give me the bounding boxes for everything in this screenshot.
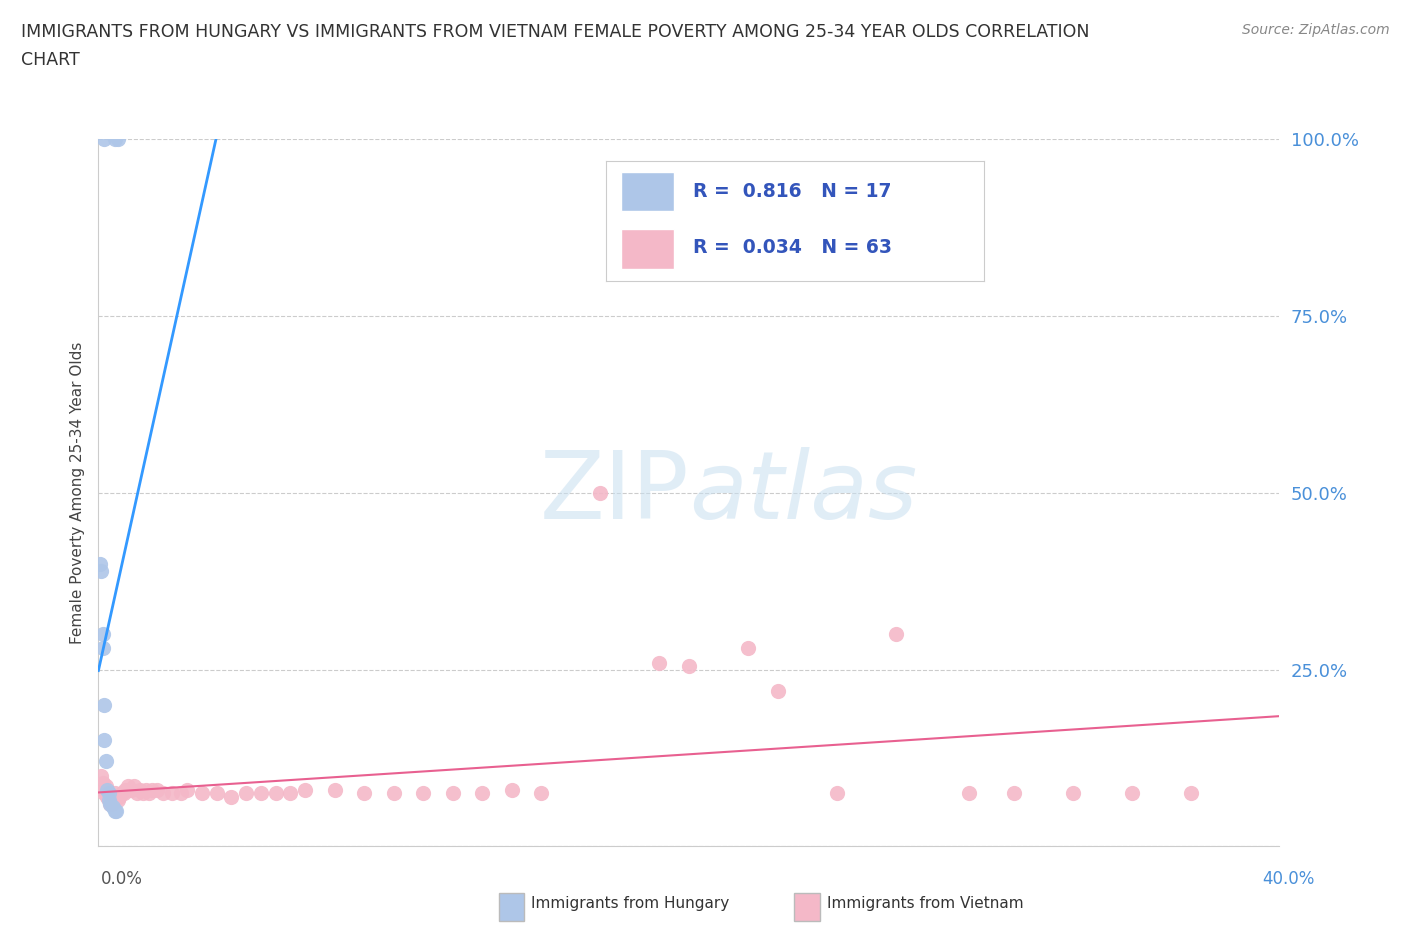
Point (93, 733, 115, 748)
Point (323, 782, 346, 797)
Point (97, 786, 120, 801)
Point (112, 786, 135, 801)
Text: 0.0%: 0.0% (101, 870, 143, 888)
Point (96, 790, 118, 804)
Point (91, 776, 114, 790)
Point (90, 768, 112, 783)
Point (93, 698, 115, 712)
Text: IMMIGRANTS FROM HUNGARY VS IMMIGRANTS FROM VIETNAM FEMALE POVERTY AMONG 25-34 YE: IMMIGRANTS FROM HUNGARY VS IMMIGRANTS FR… (21, 23, 1090, 41)
Text: ZIP: ZIP (540, 447, 689, 538)
Text: atlas: atlas (689, 447, 917, 538)
Point (678, 658, 700, 673)
Point (122, 778, 145, 793)
Point (90, 564, 112, 578)
Point (103, 800, 125, 815)
Point (105, 790, 128, 804)
Point (530, 786, 553, 801)
Point (471, 786, 494, 801)
Point (91, 627, 114, 642)
Point (97, 793, 120, 808)
Point (264, 786, 287, 801)
Point (100, 796, 122, 811)
Point (176, 782, 198, 797)
Point (152, 786, 174, 801)
Point (104, 804, 127, 818)
Text: Source: ZipAtlas.com: Source: ZipAtlas.com (1241, 23, 1389, 37)
Point (93, 132, 115, 147)
Point (235, 786, 257, 801)
Point (89, 556, 111, 571)
Point (1062, 786, 1084, 801)
Text: 40.0%: 40.0% (1263, 870, 1315, 888)
Point (93, 786, 115, 801)
Point (105, 804, 128, 818)
Point (1002, 786, 1025, 801)
Text: Immigrants from Hungary: Immigrants from Hungary (531, 897, 730, 911)
Point (91, 641, 114, 656)
Point (98, 796, 121, 811)
Point (170, 786, 193, 801)
Point (191, 786, 214, 801)
Point (412, 786, 434, 801)
Point (107, 793, 129, 808)
Point (138, 786, 160, 801)
Point (97, 790, 120, 804)
Text: CHART: CHART (21, 51, 80, 69)
Point (441, 786, 464, 801)
Point (278, 786, 302, 801)
Text: Immigrants from Vietnam: Immigrants from Vietnam (827, 897, 1024, 911)
Point (98, 796, 121, 811)
Point (96, 782, 118, 797)
Point (959, 786, 981, 801)
Point (132, 786, 155, 801)
Point (353, 786, 375, 801)
Point (146, 782, 169, 797)
Point (96, 786, 118, 801)
Point (884, 627, 907, 642)
Point (93, 782, 115, 797)
Point (825, 786, 848, 801)
Point (103, 793, 125, 808)
Point (103, 790, 125, 804)
Point (162, 786, 183, 801)
Point (219, 790, 243, 804)
Point (111, 786, 134, 801)
Point (120, 782, 142, 797)
Point (125, 786, 148, 801)
Point (128, 782, 150, 797)
Point (135, 782, 157, 797)
Point (766, 684, 789, 698)
Point (1121, 786, 1143, 801)
Point (205, 786, 228, 801)
Point (94, 778, 117, 793)
Point (114, 782, 136, 797)
Point (501, 782, 523, 797)
Point (94, 754, 117, 769)
Point (250, 786, 273, 801)
Point (108, 790, 131, 804)
Point (98, 793, 121, 808)
Point (294, 782, 316, 797)
Point (104, 132, 127, 147)
Point (737, 641, 759, 656)
Point (104, 786, 127, 801)
Point (382, 786, 405, 801)
Point (141, 782, 163, 797)
Point (1180, 786, 1202, 801)
Y-axis label: Female Poverty Among 25-34 Year Olds: Female Poverty Among 25-34 Year Olds (69, 341, 84, 644)
Point (107, 132, 129, 147)
Point (589, 485, 612, 500)
Point (648, 655, 671, 670)
Point (97, 793, 120, 808)
Point (117, 778, 139, 793)
